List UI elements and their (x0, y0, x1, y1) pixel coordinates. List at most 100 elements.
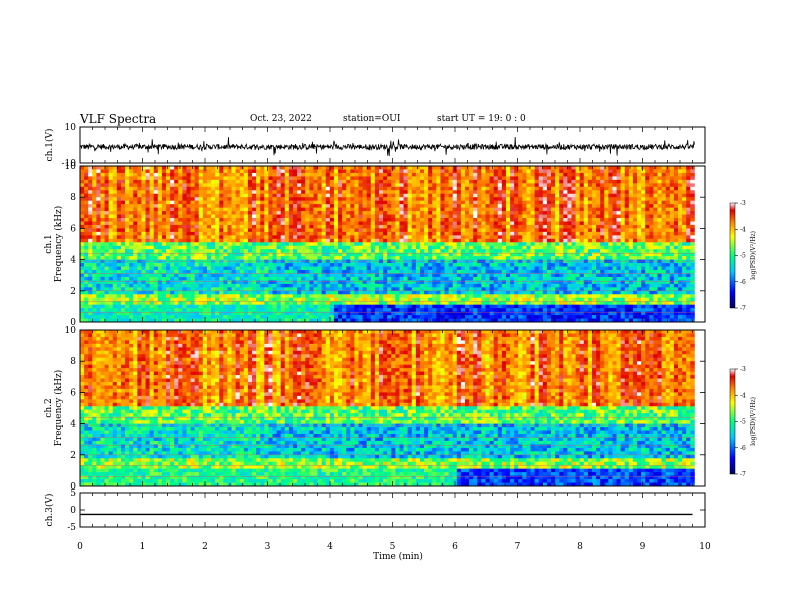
spectrogram-cell (285, 194, 290, 198)
spectrogram-cell (301, 228, 306, 232)
spectrogram-cell (100, 270, 105, 274)
spectrogram-cell (359, 291, 364, 295)
spectrogram-cell (117, 235, 122, 239)
spectrogram-cell (125, 197, 130, 201)
spectrogram-cell (207, 239, 212, 243)
spectrogram-cell (170, 221, 175, 225)
spectrogram-cell (285, 312, 290, 316)
spectrogram-cell (240, 228, 245, 232)
spectrogram-cell (404, 169, 409, 173)
spectrogram-cell (514, 291, 519, 295)
spectrogram-cell (203, 273, 208, 277)
spectrogram-cell (80, 312, 85, 316)
spectrogram-cell (469, 166, 474, 170)
spectrogram-cell (416, 208, 421, 212)
spectrogram-cell (88, 242, 93, 246)
spectrogram-cell (309, 246, 314, 250)
spectrogram-cell (92, 173, 97, 177)
spectrogram-cell (207, 190, 212, 194)
spectrogram-cell (408, 284, 413, 288)
spectrogram-cell (518, 305, 523, 309)
spectrogram-cell (117, 312, 122, 316)
spectrogram-cell (285, 294, 290, 298)
spectrogram-cell (485, 173, 490, 177)
spectrogram-cell (473, 284, 478, 288)
spectrogram-cell (223, 256, 228, 260)
spectrogram-cell (174, 308, 179, 312)
spectrogram-cell (514, 242, 519, 246)
spectrogram-cell (387, 277, 392, 281)
spectrogram-cell (387, 197, 392, 201)
spectrogram-cell (445, 235, 450, 239)
spectrogram-cell (166, 284, 171, 288)
spectrogram-cell (182, 270, 187, 274)
spectrogram-cell (277, 263, 282, 267)
spectrogram-cell (481, 277, 486, 281)
spectrogram-cell (240, 232, 245, 236)
spectrogram-cell (465, 270, 470, 274)
spectrogram-cell (109, 194, 114, 198)
spectrogram-cell (232, 218, 237, 222)
spectrogram-cell (195, 221, 200, 225)
spectrogram-cell (273, 263, 278, 267)
spectrogram-cell (215, 187, 220, 191)
spectrogram-cell (322, 215, 327, 219)
spectrogram-cell (469, 190, 474, 194)
spectrogram-cell (125, 312, 130, 316)
spectrogram-cell (141, 298, 146, 302)
spectrogram-cell (359, 256, 364, 260)
spectrogram-cell (490, 308, 495, 312)
spectrogram-cell (477, 180, 482, 184)
spectrogram-cell (367, 260, 372, 264)
spectrogram-cell (404, 267, 409, 271)
spectrogram-cell (195, 280, 200, 284)
spectrogram-cell (510, 263, 515, 267)
spectrogram-cell (162, 221, 167, 225)
spectrogram-cell (158, 246, 163, 250)
spectrogram-cell (277, 197, 282, 201)
spectrogram-cell (313, 173, 318, 177)
spectrogram-cell (432, 294, 437, 298)
spectrogram-cell (154, 273, 159, 277)
spectrogram-cell (141, 183, 146, 187)
spectrogram-cell (154, 277, 159, 281)
spectrogram-cell (510, 239, 515, 243)
spectrogram-cell (92, 256, 97, 260)
spectrogram-cell (281, 225, 286, 229)
spectrogram-cell (100, 298, 105, 302)
spectrogram-cell (363, 166, 368, 170)
spectrogram-cell (305, 187, 310, 191)
spectrogram-cell (391, 263, 396, 267)
spectrogram-cell (174, 263, 179, 267)
spectrogram-cell (342, 235, 347, 239)
spectrogram-cell (211, 183, 216, 187)
spectrogram-cell (502, 273, 507, 277)
spectrogram-cell (412, 176, 417, 180)
spectrogram-cell (359, 169, 364, 173)
spectrogram-cell (375, 249, 380, 253)
spectrogram-cell (146, 298, 151, 302)
spectrogram-cell (363, 204, 368, 208)
spectrogram-cell (211, 211, 216, 215)
spectrogram-cell (326, 315, 331, 319)
spectrogram-cell (137, 267, 142, 271)
spectrogram-cell (92, 260, 97, 264)
spectrogram-cell (420, 187, 425, 191)
spectrogram-cell (227, 256, 232, 260)
spectrogram-cell (88, 218, 93, 222)
spectrogram-cell (477, 176, 482, 180)
spectrogram-cell (264, 173, 269, 177)
spectrogram-cell (219, 298, 224, 302)
spectrogram-cell (252, 270, 257, 274)
spectrogram-cell (207, 215, 212, 219)
spectrogram-cell (227, 267, 232, 271)
spectrogram-cell (162, 218, 167, 222)
spectrogram-cell (88, 298, 93, 302)
spectrogram-cell (133, 232, 138, 236)
spectrogram-cell (338, 232, 343, 236)
spectrogram-cell (367, 308, 372, 312)
spectrogram-cell (211, 221, 216, 225)
spectrogram-cell (318, 291, 323, 295)
spectrogram-cell (305, 315, 310, 319)
spectrogram-cell (256, 239, 261, 243)
